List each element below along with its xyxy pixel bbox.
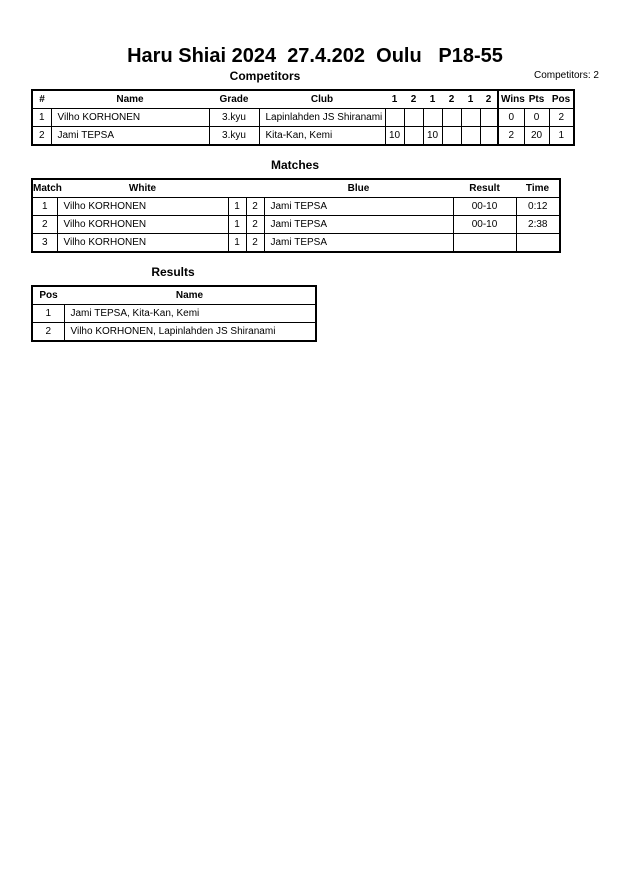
table-row: 1 Jami TEPSA, Kita-Kan, Kemi bbox=[31, 304, 317, 323]
matches-heading: Matches bbox=[270, 158, 320, 172]
header-row: Match White Blue Result Time bbox=[32, 178, 560, 198]
table-cell: 2 bbox=[245, 197, 265, 216]
table-row: 2 Vilho KORHONEN 1 2 Jami TEPSA 00-10 2:38 bbox=[31, 215, 561, 234]
table-cell: 1 bbox=[227, 233, 247, 253]
table-cell: Jami TEPSA bbox=[263, 233, 454, 253]
table-row: 1 Vilho KORHONEN 1 2 Jami TEPSA 00-10 0:12 bbox=[31, 197, 561, 216]
competitors-heading: Competitors bbox=[229, 69, 301, 83]
column-header: Name bbox=[51, 89, 209, 109]
table-cell: 2 bbox=[31, 126, 52, 146]
table-cell: Kita-Kan, Kemi bbox=[258, 126, 386, 146]
table-cell: 3 bbox=[31, 233, 58, 253]
table-cell: 0 bbox=[497, 108, 525, 127]
table-cell: 0:12 bbox=[515, 197, 561, 216]
table-cell: 2 bbox=[245, 233, 265, 253]
table-row: 2 Vilho KORHONEN, Lapinlahden JS Shiranam… bbox=[31, 322, 317, 342]
table-row: 2 Jami TEPSA 3.kyu Kita-Kan, Kemi 10 10 2 20 1 bbox=[31, 126, 575, 146]
table-cell: 00-10 bbox=[452, 197, 517, 216]
column-header: White bbox=[57, 178, 228, 198]
table-cell: Jami TEPSA, Kita-Kan, Kemi bbox=[63, 304, 317, 323]
table-cell bbox=[515, 233, 561, 253]
column-header: 1 bbox=[385, 89, 404, 109]
table-cell: 1 bbox=[548, 126, 575, 146]
column-header: 1 bbox=[461, 89, 480, 109]
column-header: Name bbox=[64, 285, 316, 305]
column-header: # bbox=[32, 89, 51, 109]
competitors-count: Competitors: 2 bbox=[533, 70, 599, 81]
table-cell: 0 bbox=[523, 108, 550, 127]
column-header: 2 bbox=[480, 89, 498, 109]
table-cell bbox=[479, 126, 499, 146]
table-cell: 3.kyu bbox=[208, 126, 260, 146]
column-header: 1 bbox=[423, 89, 442, 109]
column-header: Pos bbox=[549, 89, 574, 109]
column-header: Pts bbox=[524, 89, 549, 109]
table-cell: 10 bbox=[422, 126, 443, 146]
table-cell: Jami TEPSA bbox=[263, 215, 454, 234]
table-cell: 1 bbox=[31, 197, 58, 216]
column-header bbox=[228, 178, 246, 198]
table-cell: Vilho KORHONEN bbox=[50, 108, 210, 127]
results-heading: Results bbox=[151, 265, 195, 279]
table-cell bbox=[403, 126, 424, 146]
table-cell bbox=[384, 108, 405, 127]
table-cell: 1 bbox=[31, 108, 52, 127]
column-header: 2 bbox=[442, 89, 461, 109]
table-cell bbox=[441, 126, 462, 146]
table-cell: 3.kyu bbox=[208, 108, 260, 127]
table-cell: Jami TEPSA bbox=[263, 197, 454, 216]
column-header: Time bbox=[516, 178, 560, 198]
table-cell bbox=[460, 108, 481, 127]
page-title: Haru Shiai 2024 27.4.202 Oulu P18-55 bbox=[127, 45, 503, 67]
table-cell: 2 bbox=[31, 215, 58, 234]
table-cell: Vilho KORHONEN bbox=[56, 233, 229, 253]
table-cell bbox=[460, 126, 481, 146]
table-cell: Lapinlahden JS Shiranami bbox=[258, 108, 386, 127]
table-cell: Vilho KORHONEN, Lapinlahden JS Shiranami bbox=[63, 322, 317, 342]
table-cell: 20 bbox=[523, 126, 550, 146]
table-cell: 2 bbox=[548, 108, 575, 127]
table-cell: 1 bbox=[227, 197, 247, 216]
column-header: Match bbox=[32, 178, 62, 198]
table-cell: 1 bbox=[31, 304, 65, 323]
table-cell bbox=[479, 108, 499, 127]
table-cell: Jami TEPSA bbox=[50, 126, 210, 146]
table-cell: 2 bbox=[245, 215, 265, 234]
column-header: Pos bbox=[32, 285, 64, 305]
table-cell: Vilho KORHONEN bbox=[56, 215, 229, 234]
header-row: Pos Name bbox=[32, 285, 316, 305]
table-cell: 2 bbox=[497, 126, 525, 146]
column-header bbox=[246, 178, 264, 198]
table-cell bbox=[403, 108, 424, 127]
column-header: Blue bbox=[264, 178, 453, 198]
table-cell: 2:38 bbox=[515, 215, 561, 234]
column-header: Club bbox=[259, 89, 385, 109]
table-cell: 10 bbox=[384, 126, 405, 146]
header-row: # Name Grade Club 1 2 1 2 1 2 Wins Pts Pos bbox=[32, 89, 574, 109]
table-cell bbox=[422, 108, 443, 127]
column-header: Grade bbox=[209, 89, 259, 109]
table-cell: 1 bbox=[227, 215, 247, 234]
table-row: 3 Vilho KORHONEN 1 2 Jami TEPSA bbox=[31, 233, 561, 253]
matches-table: Match White Blue Result Time 1 Vilho KORHONEN 1… bbox=[31, 178, 561, 253]
column-header: Wins bbox=[497, 89, 525, 109]
table-row: 1 Vilho KORHONEN 3.kyu Lapinlahden JS Shira… bbox=[31, 108, 575, 127]
results-table: Pos Name 1 Jami TEPSA, Kita-Kan, Kemi 2 Vilho… bbox=[31, 285, 317, 342]
table-cell bbox=[452, 233, 517, 253]
table-cell: 00-10 bbox=[452, 215, 517, 234]
table-cell: Vilho KORHONEN bbox=[56, 197, 229, 216]
table-cell: 2 bbox=[31, 322, 65, 342]
column-header: 2 bbox=[404, 89, 423, 109]
competitors-table: # Name Grade Club 1 2 1 2 1 2 Wins Pts Pos 1 Vilho KOR… bbox=[31, 89, 575, 146]
column-header: Result bbox=[453, 178, 516, 198]
table-cell bbox=[441, 108, 462, 127]
